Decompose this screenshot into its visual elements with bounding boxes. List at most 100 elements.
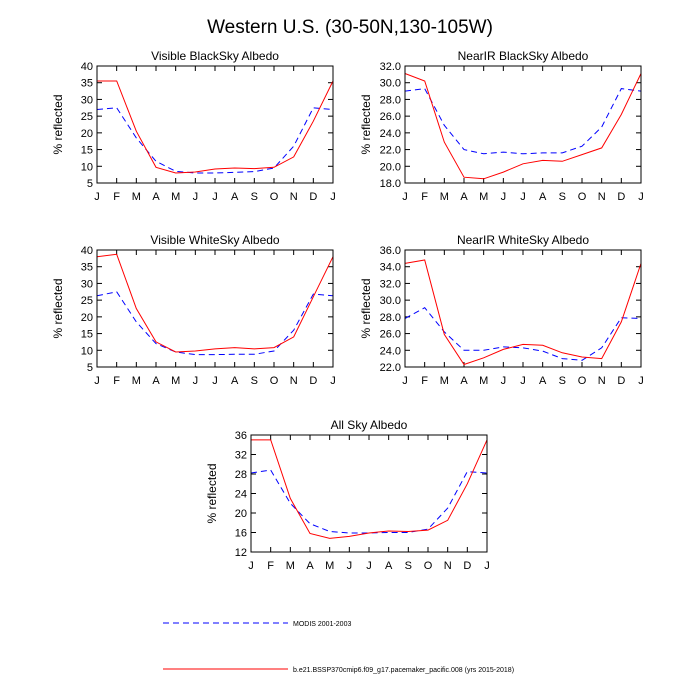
x-tick-label: O xyxy=(270,191,279,203)
y-tick-label: 10 xyxy=(81,345,93,357)
y-tick-label: 25 xyxy=(81,295,93,307)
x-tick-label: A xyxy=(385,560,393,572)
y-tick-label: 22.0 xyxy=(380,362,401,374)
x-tick-label: D xyxy=(617,375,625,387)
y-tick-label: 26.0 xyxy=(380,329,401,341)
y-tick-label: 20 xyxy=(81,128,93,140)
legend-modis-label: MODIS 2001-2003 xyxy=(293,621,351,628)
y-tick-label: 30.0 xyxy=(380,295,401,307)
x-tick-label: S xyxy=(559,375,566,387)
modis-series-line xyxy=(250,469,488,534)
modis-series-line xyxy=(404,88,642,155)
plot-frame xyxy=(404,65,642,184)
x-tick-label: F xyxy=(267,560,274,572)
x-tick-label: A xyxy=(460,375,468,387)
x-tick-label: A xyxy=(460,191,468,203)
x-tick-label: F xyxy=(421,191,428,203)
x-tick-label: M xyxy=(286,560,295,572)
x-tick-label: F xyxy=(421,375,428,387)
x-tick-label: M xyxy=(171,191,180,203)
panel-title: NearIR BlackSky Albedo xyxy=(458,49,589,63)
x-tick-label: J xyxy=(402,375,408,387)
y-tick-label: 36.0 xyxy=(380,245,401,257)
x-tick-label: J xyxy=(193,375,199,387)
plot-frame xyxy=(96,249,334,368)
panel-title: Visible BlackSky Albedo xyxy=(151,49,279,63)
figure-title: Western U.S. (30-50N,130-105W) xyxy=(207,17,493,38)
y-tick-label: 24.0 xyxy=(380,128,401,140)
x-tick-label: J xyxy=(330,375,336,387)
panel-nearir-blacksky: NearIR BlackSky Albedo % reflected 18.0 20.… xyxy=(359,49,644,203)
y-tick-label: 24 xyxy=(235,489,247,501)
x-tick-label: J xyxy=(520,191,526,203)
y-tick-label: 15 xyxy=(81,145,93,157)
y-tick-label: 20 xyxy=(81,312,93,324)
plot-frame xyxy=(96,65,334,184)
y-axis-label: % reflected xyxy=(359,94,373,154)
x-tick-label: J xyxy=(638,191,644,203)
y-axis-label: % reflected xyxy=(51,94,65,154)
y-tick-label: 5 xyxy=(87,362,93,374)
x-tick-label: S xyxy=(559,191,566,203)
x-tick-label: A xyxy=(152,375,160,387)
y-tick-label: 5 xyxy=(87,178,93,190)
x-tick-label: M xyxy=(440,375,449,387)
y-tick-label: 26.0 xyxy=(380,111,401,123)
panel-title: NearIR WhiteSky Albedo xyxy=(457,233,589,247)
x-tick-label: J xyxy=(520,375,526,387)
y-tick-label: 36 xyxy=(235,430,247,442)
y-axis-label: % reflected xyxy=(51,278,65,338)
modis-series-line xyxy=(96,291,334,356)
x-tick-label: J xyxy=(193,191,199,203)
y-tick-label: 28 xyxy=(235,469,247,481)
model-series-line xyxy=(404,73,642,180)
x-tick-label: O xyxy=(270,375,279,387)
panel-all-sky: All Sky Albedo % reflected 12 16 20 24 28 32 36 J… xyxy=(205,418,490,572)
x-tick-label: S xyxy=(251,191,258,203)
x-tick-label: J xyxy=(94,191,100,203)
x-tick-label: N xyxy=(290,375,298,387)
modis-series-line xyxy=(96,107,334,174)
x-tick-label: M xyxy=(171,375,180,387)
plot-frame xyxy=(404,249,642,368)
x-tick-label: M xyxy=(479,375,488,387)
y-tick-label: 12 xyxy=(235,547,247,559)
y-tick-label: 28.0 xyxy=(380,312,401,324)
panel-nearir-whitesky: NearIR WhiteSky Albedo % reflected 22.0 24.… xyxy=(359,233,644,387)
y-tick-label: 32 xyxy=(235,450,247,462)
y-tick-label: 34.0 xyxy=(380,262,401,274)
y-tick-label: 30 xyxy=(81,278,93,290)
x-tick-label: A xyxy=(539,375,547,387)
x-tick-label: N xyxy=(444,560,452,572)
panel-visible-blacksky: Visible BlackSky Albedo % reflected 5 10 15 2… xyxy=(51,49,336,203)
x-tick-label: S xyxy=(405,560,412,572)
x-tick-label: N xyxy=(598,375,606,387)
y-tick-label: 15 xyxy=(81,329,93,341)
x-tick-label: J xyxy=(638,375,644,387)
y-tick-label: 32.0 xyxy=(380,61,401,73)
x-tick-label: A xyxy=(152,191,160,203)
x-tick-label: M xyxy=(132,375,141,387)
x-tick-label: A xyxy=(539,191,547,203)
x-tick-label: J xyxy=(94,375,100,387)
x-tick-label: J xyxy=(366,560,372,572)
panel-title: All Sky Albedo xyxy=(331,418,408,432)
x-tick-label: N xyxy=(290,191,298,203)
x-tick-label: O xyxy=(424,560,433,572)
x-tick-label: J xyxy=(402,191,408,203)
x-tick-label: F xyxy=(113,191,120,203)
y-tick-label: 20 xyxy=(235,508,247,520)
y-tick-label: 24.0 xyxy=(380,345,401,357)
x-tick-label: J xyxy=(330,191,336,203)
y-tick-label: 20.0 xyxy=(380,161,401,173)
x-tick-label: O xyxy=(578,191,587,203)
y-tick-label: 30 xyxy=(81,94,93,106)
x-tick-label: A xyxy=(231,375,239,387)
legend: MODIS 2001-2003 b.e21.BSSP370cmip6.f09_g… xyxy=(163,621,514,674)
x-tick-label: M xyxy=(440,191,449,203)
x-tick-label: J xyxy=(347,560,353,572)
y-tick-label: 32.0 xyxy=(380,278,401,290)
panel-visible-whitesky: Visible WhiteSky Albedo % reflected 5 10 15 2… xyxy=(51,233,336,387)
x-tick-label: M xyxy=(325,560,334,572)
